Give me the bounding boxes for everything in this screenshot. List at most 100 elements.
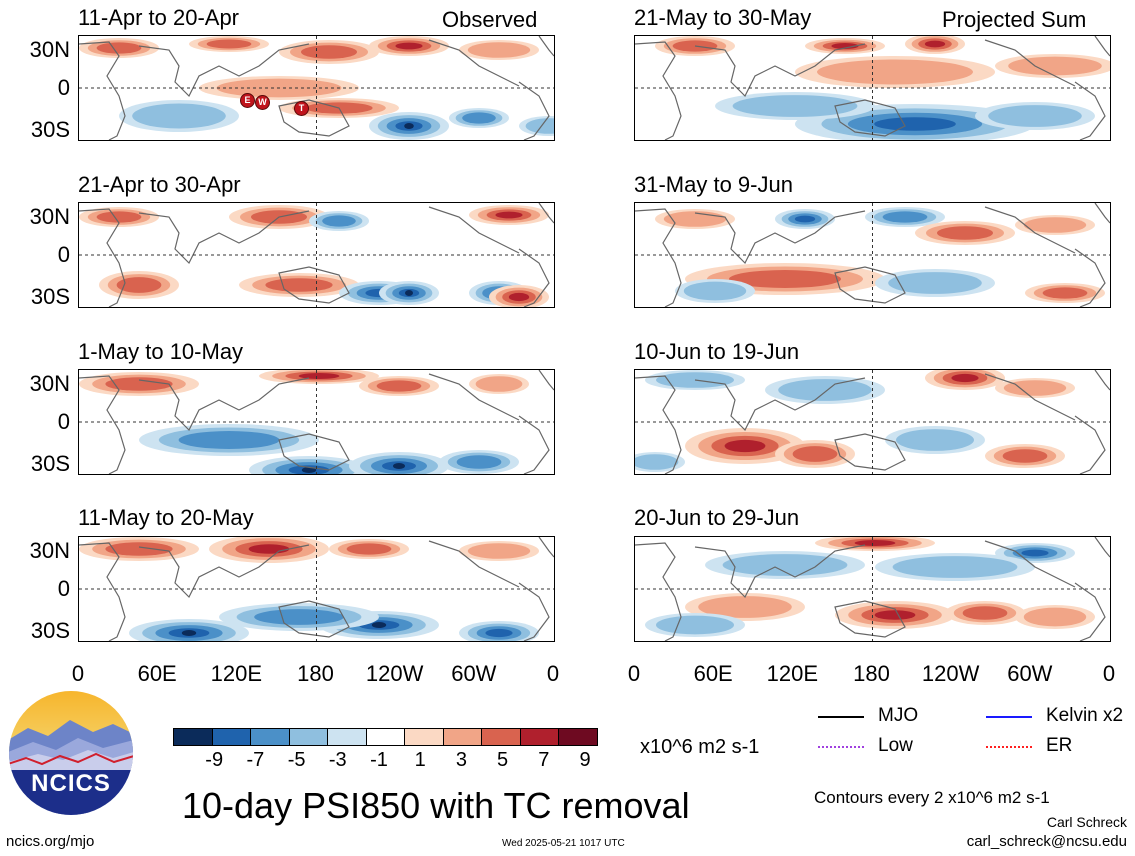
negative-anomaly-contour xyxy=(882,211,928,223)
coastline xyxy=(79,41,126,140)
coastline xyxy=(694,544,866,599)
positive-anomaly-contour xyxy=(116,277,162,293)
colorbar-tick-label: 1 xyxy=(414,749,426,771)
negative-anomaly-contour xyxy=(732,95,858,117)
coastline xyxy=(79,375,126,474)
coastline xyxy=(79,208,126,307)
positive-anomaly-contour xyxy=(724,439,766,453)
coastline xyxy=(834,266,906,304)
main-title: 10-day PSI850 with TC removal xyxy=(182,785,690,826)
lon-label: 60W xyxy=(451,661,497,686)
coastline xyxy=(538,203,554,224)
positive-anomaly-contour xyxy=(1023,217,1087,233)
positive-anomaly-contour xyxy=(346,543,392,555)
positive-anomaly-contour xyxy=(962,606,1008,620)
negative-anomaly-contour xyxy=(525,118,554,134)
positive-anomaly-contour xyxy=(924,40,946,48)
coastline xyxy=(635,542,682,641)
positive-anomaly-contour xyxy=(831,43,859,49)
colorbar-tick-label: -9 xyxy=(205,749,224,771)
colorbar-swatch xyxy=(519,729,558,745)
coastline xyxy=(79,542,126,641)
panel-title: 31-May to 9-Jun xyxy=(634,172,793,197)
contours-note: Contours every 2 x10^6 m2 s-1 xyxy=(814,788,1050,807)
lat-label: 30S xyxy=(30,451,70,476)
lat-label: 30S xyxy=(30,284,70,309)
colorbar-tick-label: -3 xyxy=(328,749,347,771)
coastline xyxy=(428,373,520,421)
positive-anomaly-contour xyxy=(817,59,973,85)
coastline xyxy=(278,433,350,471)
negative-anomaly-contour xyxy=(888,272,982,294)
logo-text: NCICS xyxy=(31,770,111,797)
map-panel xyxy=(634,35,1111,141)
coastline xyxy=(428,206,520,254)
coastline xyxy=(428,540,520,588)
positive-anomaly-contour xyxy=(96,211,142,223)
colorbar-swatch xyxy=(288,729,327,745)
coastline xyxy=(518,248,550,307)
colorbar-swatch xyxy=(481,729,520,745)
observed-label: Observed xyxy=(442,7,538,32)
projected-label: Projected Sum xyxy=(942,7,1087,32)
colorbar-swatch xyxy=(327,729,366,745)
coastline xyxy=(984,373,1076,421)
positive-anomaly-contour xyxy=(395,42,423,50)
colorbar-swatch xyxy=(365,729,404,745)
coastline xyxy=(834,99,906,137)
coastline xyxy=(694,210,866,265)
lon-label: 120E xyxy=(210,661,263,686)
colorbar-tick-label: 3 xyxy=(455,749,467,771)
positive-anomaly-contour xyxy=(1003,380,1067,396)
author-email: carl_schreck@ncsu.edu xyxy=(966,833,1127,850)
lat-label: 30S xyxy=(30,618,70,643)
negative-anomaly-contour xyxy=(485,628,513,638)
legend-mjo-label: MJO xyxy=(878,705,919,726)
positive-anomaly-contour xyxy=(105,542,173,556)
lon-label: 0 xyxy=(1102,661,1116,686)
legend-low-line xyxy=(818,746,864,748)
coastline xyxy=(278,99,350,137)
positive-anomaly-contour xyxy=(698,596,792,618)
coastline xyxy=(518,415,550,474)
coastline xyxy=(834,600,906,638)
panel-title: 1-May to 10-May xyxy=(78,339,244,364)
panel-title: 20-Jun to 29-Jun xyxy=(634,505,800,530)
colorbar-units: x10^6 m2 s-1 xyxy=(640,736,760,758)
legend-er-label: ER xyxy=(1046,735,1073,756)
positive-anomaly-contour xyxy=(467,543,531,559)
coastline xyxy=(694,377,866,432)
panel-title: 21-Apr to 30-Apr xyxy=(78,172,241,197)
negative-anomaly-contour xyxy=(254,609,344,625)
negative-anomaly-contour xyxy=(892,556,1018,578)
colorbar-tick-label: 5 xyxy=(497,749,509,771)
positive-anomaly-contour xyxy=(508,292,530,302)
coastline xyxy=(984,206,1076,254)
lon-label: 0 xyxy=(627,661,641,686)
colorbar-swatch xyxy=(442,729,481,745)
positive-anomaly-contour xyxy=(206,39,252,49)
coastline xyxy=(1074,415,1106,474)
tc-marker-icon: E xyxy=(240,93,255,108)
tc-marker-icon: T xyxy=(294,101,309,116)
timestamp: Wed 2025-05-21 1017 UTC xyxy=(502,838,625,849)
lon-label: 180 xyxy=(297,661,334,686)
map-panel xyxy=(78,369,555,475)
lat-label: 0 xyxy=(57,576,70,601)
negative-anomaly-contour xyxy=(181,630,197,636)
coastline xyxy=(1094,537,1110,558)
coastline xyxy=(984,540,1076,588)
negative-anomaly-contour xyxy=(178,431,280,449)
colorbar-swatch xyxy=(404,729,443,745)
coastline xyxy=(694,43,866,98)
tc-marker-icon: W xyxy=(255,95,270,110)
map-panel xyxy=(634,369,1111,475)
coastline xyxy=(138,210,310,265)
positive-anomaly-contour xyxy=(729,270,841,288)
lat-label: 0 xyxy=(57,409,70,434)
legend-mjo-line xyxy=(818,716,864,718)
negative-anomaly-contour xyxy=(462,112,496,124)
coastline xyxy=(635,208,682,307)
positive-anomaly-contour xyxy=(376,380,422,392)
lon-label: 60W xyxy=(1007,661,1053,686)
